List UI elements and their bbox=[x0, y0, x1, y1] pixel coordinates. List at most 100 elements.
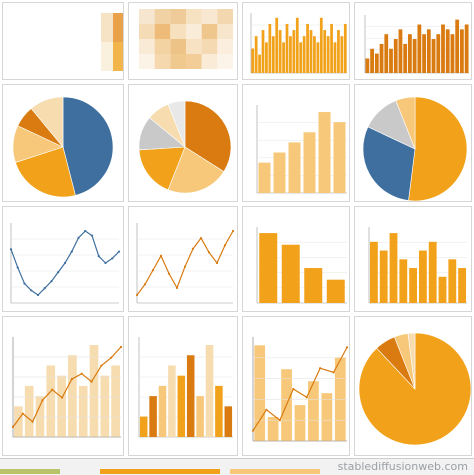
data-point bbox=[104, 261, 107, 265]
bar-mark bbox=[259, 233, 278, 303]
heatmap-cell bbox=[154, 24, 171, 39]
bar-mark bbox=[448, 259, 457, 303]
bar-mark bbox=[333, 122, 346, 193]
data-point bbox=[199, 237, 203, 240]
bar-mark bbox=[418, 250, 427, 303]
bar-mark bbox=[289, 36, 292, 73]
heatmap-cell bbox=[113, 13, 123, 42]
data-point bbox=[100, 364, 103, 367]
bar-chart-12 bbox=[368, 227, 467, 304]
data-point bbox=[292, 387, 295, 391]
chart-panel-11 bbox=[242, 206, 350, 312]
bar-mark bbox=[302, 36, 306, 73]
heatmap-cell bbox=[170, 39, 186, 54]
bar-mark bbox=[458, 268, 467, 303]
bar-mark bbox=[460, 29, 464, 73]
heatmap-cell bbox=[139, 54, 155, 69]
bar-mark bbox=[304, 268, 323, 303]
bar-mark bbox=[251, 48, 255, 73]
bar-mark bbox=[379, 43, 384, 73]
bar-mark bbox=[303, 132, 316, 193]
chart-panel-15 bbox=[242, 316, 350, 456]
chart-panel-1 bbox=[2, 2, 124, 80]
pie-slice bbox=[362, 126, 416, 201]
data-point bbox=[159, 254, 163, 257]
bar-mark bbox=[111, 365, 120, 437]
bar-chart-14 bbox=[138, 337, 233, 438]
data-point bbox=[191, 247, 195, 250]
bar-chart-4 bbox=[364, 15, 469, 74]
bar-mark bbox=[403, 43, 408, 73]
bar-mark bbox=[428, 241, 437, 303]
data-point bbox=[265, 408, 268, 411]
bar-mark bbox=[268, 23, 272, 73]
bar-mark bbox=[68, 355, 77, 437]
data-point bbox=[41, 399, 44, 402]
bar-mark bbox=[441, 24, 445, 73]
bar-mark bbox=[215, 385, 223, 437]
data-point bbox=[207, 251, 211, 254]
heatmap-cell bbox=[139, 39, 155, 54]
heatmap-chart-1 bbox=[101, 13, 123, 71]
bar-mark bbox=[285, 23, 289, 73]
data-point bbox=[9, 248, 13, 251]
chart-panel-8 bbox=[354, 84, 472, 202]
bar-mark bbox=[326, 36, 330, 73]
pie-slice bbox=[62, 96, 114, 196]
heatmap-cell bbox=[170, 54, 186, 69]
bar-mark bbox=[318, 112, 331, 193]
bar-mark bbox=[464, 24, 469, 73]
bar-mark bbox=[374, 53, 379, 73]
bar-mark bbox=[295, 17, 299, 73]
heatmap-cell bbox=[186, 24, 202, 39]
data-point bbox=[57, 271, 60, 274]
data-point bbox=[70, 250, 73, 253]
bar-mark bbox=[309, 30, 313, 73]
bar-mark bbox=[35, 396, 45, 437]
bar-mark bbox=[273, 152, 286, 193]
pie-chart-8 bbox=[362, 96, 468, 201]
bar-mark bbox=[258, 162, 271, 193]
data-point bbox=[332, 371, 335, 374]
bar-mark bbox=[168, 365, 176, 437]
heatmap-cell bbox=[201, 24, 218, 39]
heatmap-cell bbox=[217, 39, 233, 54]
heatmap-cell bbox=[201, 54, 218, 69]
data-point bbox=[70, 377, 74, 381]
data-point bbox=[319, 367, 322, 370]
bar-mark bbox=[333, 42, 337, 73]
bar-mark bbox=[278, 30, 282, 73]
bar-mark bbox=[393, 39, 398, 73]
heatmap-cell bbox=[170, 9, 186, 24]
bar-mark bbox=[399, 259, 408, 303]
chart-panel-12 bbox=[354, 206, 472, 312]
bar-mark bbox=[275, 17, 279, 73]
data-point bbox=[50, 280, 53, 283]
bar-mark bbox=[389, 233, 398, 303]
data-point bbox=[84, 229, 87, 233]
bar-chart-11 bbox=[256, 227, 347, 304]
bar-mark bbox=[384, 34, 389, 73]
data-point bbox=[117, 250, 121, 253]
heatmap-cell bbox=[186, 9, 202, 24]
heatmap-cell bbox=[154, 9, 171, 24]
heatmap-cell bbox=[186, 39, 202, 54]
bar-mark bbox=[100, 375, 110, 437]
heatmap-cell bbox=[217, 24, 233, 39]
data-point bbox=[23, 282, 26, 285]
data-point bbox=[345, 346, 349, 349]
data-point bbox=[51, 388, 54, 391]
chart-panel-10 bbox=[128, 206, 238, 312]
bar-mark bbox=[24, 385, 34, 437]
heatmap-cell bbox=[170, 24, 186, 39]
data-point bbox=[16, 266, 19, 269]
data-point bbox=[80, 372, 83, 375]
bar-mark bbox=[282, 42, 285, 73]
footer-stripe bbox=[100, 469, 220, 474]
heatmap-cell bbox=[201, 39, 218, 54]
line-chart-13 bbox=[11, 337, 123, 438]
chart-panel-3 bbox=[242, 2, 350, 80]
bar-mark bbox=[224, 406, 233, 437]
watermark-text: stablediffusionweb.com bbox=[337, 460, 468, 473]
pie-slice bbox=[395, 96, 416, 150]
